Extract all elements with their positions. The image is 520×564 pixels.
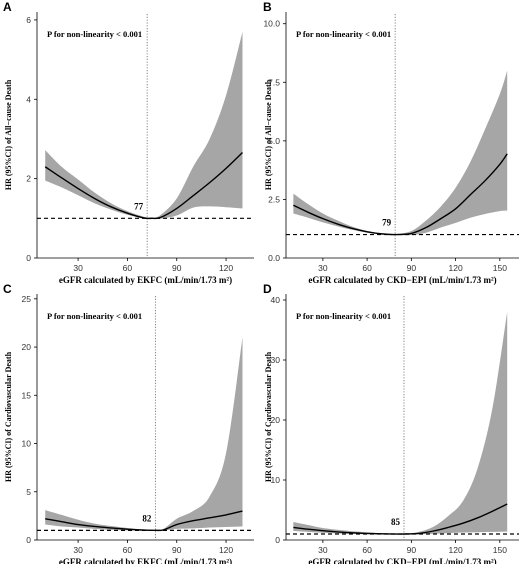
y-tick-label: 10.0 <box>263 19 280 29</box>
ci-band <box>293 70 508 236</box>
p-nonlinearity-text: P for non-linearity < 0.001 <box>296 311 391 321</box>
y-axis-title: HR (95%CI) of All−cause Death <box>4 79 13 190</box>
ci-band <box>45 31 243 219</box>
ci-band <box>45 337 243 531</box>
y-tick-label: 20 <box>22 342 32 352</box>
panel-letter: A <box>3 0 12 14</box>
y-tick-label: 0 <box>275 535 280 545</box>
x-tick-label: 30 <box>318 545 328 555</box>
y-tick-label: 2.5 <box>268 194 280 204</box>
y-tick-label: 15 <box>22 390 32 400</box>
x-tick-label: 120 <box>219 545 233 555</box>
p-nonlinearity-text: P for non-linearity < 0.001 <box>47 311 142 321</box>
x-tick-label: 30 <box>73 545 83 555</box>
y-tick-label: 4 <box>26 94 31 104</box>
knot-label: 77 <box>134 201 144 211</box>
x-tick-label: 90 <box>407 263 417 273</box>
knot-label: 79 <box>382 218 392 228</box>
x-tick-label: 30 <box>73 263 83 273</box>
x-tick-label: 60 <box>362 263 372 273</box>
x-tick-label: 60 <box>362 545 372 555</box>
p-nonlinearity-text: P for non-linearity < 0.001 <box>296 29 391 39</box>
y-tick-label: 30 <box>271 355 281 365</box>
panel-b: B 0.0 2.5 5.0 7.5 10.0 30 60 90 120 150 P for non-l… <box>263 0 519 285</box>
y-tick-label: 5.0 <box>268 136 280 146</box>
x-axis-title: eGFR calculated by CKD−EPI (mL/min/1.73 … <box>308 557 496 564</box>
x-axis-title: eGFR calculated by EKFC (mL/min/1.73 m²) <box>59 275 232 285</box>
panel-letter: B <box>263 0 272 14</box>
y-tick-label: 2 <box>26 174 31 184</box>
hr-line <box>293 153 508 236</box>
x-tick-label: 90 <box>172 545 182 555</box>
hr-line <box>44 151 243 220</box>
y-tick-label: 25 <box>22 294 32 304</box>
panel-letter: D <box>263 282 272 296</box>
x-tick-label: 120 <box>219 263 233 273</box>
x-tick-label: 90 <box>172 263 182 273</box>
x-tick-label: 90 <box>407 545 417 555</box>
x-tick-label: 120 <box>448 263 462 273</box>
y-tick-label: 20 <box>271 415 281 425</box>
ci-band <box>293 312 508 535</box>
hr-line <box>293 503 508 535</box>
x-tick-label: 30 <box>318 263 328 273</box>
y-tick-label: 6 <box>26 15 31 25</box>
x-tick-label: 150 <box>493 545 507 555</box>
x-tick-label: 60 <box>123 545 133 555</box>
hr-line <box>45 510 243 532</box>
x-axis-title: eGFR calculated by EKFC (mL/min/1.73 m²) <box>59 557 232 564</box>
knot-label: 85 <box>391 517 401 527</box>
y-axis-title: HR (95%CI) of All−cause Death <box>264 79 273 190</box>
y-tick-label: 10 <box>271 475 281 485</box>
x-tick-label: 150 <box>493 263 507 273</box>
y-axis-title: HR (95%CI) of Cardiovascular Death <box>4 351 13 482</box>
x-axis-title: eGFR calculated by CKD−EPI (mL/min/1.73 … <box>308 275 496 285</box>
y-tick-label: 10 <box>22 439 32 449</box>
x-tick-label: 60 <box>123 263 133 273</box>
panel-letter: C <box>3 282 12 296</box>
y-tick-label: 40 <box>271 295 281 305</box>
y-axis-title: HR (95%CI) of Cardiovascular Death <box>264 351 273 482</box>
y-tick-label: 0 <box>26 253 31 263</box>
p-nonlinearity-text: P for non-linearity < 0.001 <box>47 29 142 39</box>
panel-d: D 0 10 20 30 40 30 60 90 120 150 P for non-linearit… <box>263 282 519 564</box>
x-tick-label: 120 <box>448 545 462 555</box>
panel-a: A 0 2 4 6 30 60 90 120 P for non-linearity < 0.00… <box>3 0 254 285</box>
y-tick-label: 0.0 <box>268 253 280 263</box>
knot-label: 82 <box>142 513 152 523</box>
y-tick-label: 5 <box>26 487 31 497</box>
y-tick-label: 0 <box>26 535 31 545</box>
y-tick-label: 7.5 <box>268 77 280 87</box>
panel-c: C 0 5 10 15 20 25 30 60 90 120 P for non-linearity … <box>3 282 254 564</box>
